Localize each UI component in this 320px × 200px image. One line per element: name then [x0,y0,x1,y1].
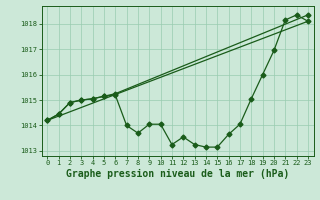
X-axis label: Graphe pression niveau de la mer (hPa): Graphe pression niveau de la mer (hPa) [66,169,289,179]
